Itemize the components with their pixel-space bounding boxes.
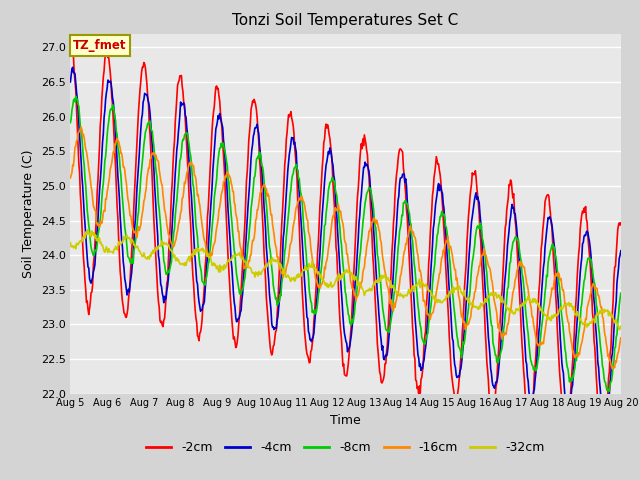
Y-axis label: Soil Temperature (C): Soil Temperature (C): [22, 149, 35, 278]
Title: Tonzi Soil Temperatures Set C: Tonzi Soil Temperatures Set C: [232, 13, 459, 28]
X-axis label: Time: Time: [330, 414, 361, 427]
Text: TZ_fmet: TZ_fmet: [73, 39, 127, 52]
Legend: -2cm, -4cm, -8cm, -16cm, -32cm: -2cm, -4cm, -8cm, -16cm, -32cm: [141, 436, 550, 459]
